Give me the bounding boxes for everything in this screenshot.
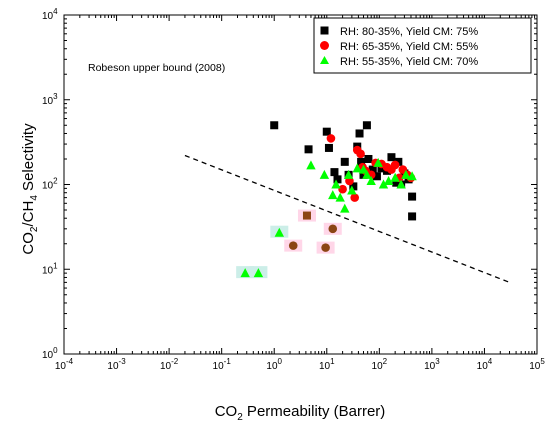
data-point-circle bbox=[356, 149, 365, 159]
y-tick-label: 102 bbox=[42, 177, 58, 192]
data-point-triangle bbox=[253, 268, 264, 278]
x-tick-label: 10-2 bbox=[160, 357, 179, 372]
data-point-square bbox=[359, 170, 368, 179]
data-point-circle bbox=[288, 241, 298, 250]
x-tick-label: 102 bbox=[372, 357, 388, 372]
data-point-triangle bbox=[407, 171, 417, 181]
data-point-triangle bbox=[373, 157, 383, 167]
x-tick-label: 100 bbox=[266, 357, 282, 372]
data-point-square bbox=[368, 165, 377, 174]
data-point-triangle bbox=[358, 164, 369, 174]
data-point-triangle bbox=[362, 169, 372, 179]
plot-frame bbox=[63, 14, 538, 355]
data-point-square bbox=[322, 127, 331, 136]
data-point-square bbox=[408, 212, 417, 221]
data-point-triangle bbox=[343, 169, 354, 179]
legend-label-0: RH: 80-35%, Yield CM: 75% bbox=[340, 26, 478, 38]
data-point-circle bbox=[390, 160, 400, 170]
x-tick-label: 10-3 bbox=[107, 357, 126, 372]
data-point-square bbox=[392, 178, 401, 187]
data-point-triangle bbox=[401, 169, 411, 179]
y-tick-label: 103 bbox=[42, 92, 58, 107]
data-point-circle bbox=[321, 243, 330, 252]
data-point-triangle bbox=[306, 160, 316, 170]
x-tick-label: 101 bbox=[319, 357, 335, 372]
legend-marker-circle bbox=[320, 41, 329, 50]
data-point-square bbox=[324, 143, 333, 152]
legend: RH: 80-35%, Yield CM: 75% RH: 65-35%, Yi… bbox=[313, 17, 532, 74]
data-point-square bbox=[302, 211, 311, 220]
legend-box bbox=[313, 17, 532, 74]
data-point-square bbox=[355, 129, 364, 138]
data-point-square bbox=[408, 192, 417, 201]
x-tick-label: 10-4 bbox=[55, 357, 74, 372]
legend-marker-triangle bbox=[320, 56, 329, 64]
data-point-triangle bbox=[328, 190, 338, 200]
data-point-triangle bbox=[331, 179, 341, 189]
data-point-triangle bbox=[366, 175, 376, 185]
x-tick-label: 103 bbox=[424, 357, 440, 372]
data-point-triangle bbox=[274, 227, 285, 237]
data-point-square bbox=[357, 157, 366, 166]
data-point-circle bbox=[350, 193, 360, 202]
data-point-square bbox=[340, 157, 349, 166]
bound-label: Robeson upper bound (2008) bbox=[88, 62, 225, 74]
data-point-circle bbox=[328, 224, 338, 234]
tick-labels: 10-4 10-3 10-2 10-1 100 101 102 103 104 105 100 101… bbox=[42, 7, 545, 372]
legend-label-1: RH: 65-35%, Yield CM: 55% bbox=[340, 41, 478, 53]
data-point-circle bbox=[338, 184, 347, 194]
data-point-square bbox=[364, 154, 373, 163]
x-tick-label: 105 bbox=[529, 357, 545, 372]
data-point-square bbox=[377, 164, 386, 173]
robeson-upper-bound-line bbox=[184, 154, 510, 283]
data-point-square bbox=[362, 121, 371, 130]
y-tick-label: 100 bbox=[42, 346, 58, 361]
data-point-triangle bbox=[352, 163, 362, 173]
data-points bbox=[236, 121, 417, 279]
data-point-square bbox=[372, 172, 381, 181]
y-axis-title: CO2/CH4 Selectivity bbox=[20, 123, 40, 255]
x-tick-label: 104 bbox=[477, 357, 493, 372]
data-point-triangle bbox=[335, 192, 345, 202]
data-point-triangle bbox=[378, 179, 389, 189]
data-point-triangle bbox=[240, 268, 250, 278]
data-point-square bbox=[387, 153, 396, 162]
legend-marker-square bbox=[320, 26, 329, 35]
data-point-triangle bbox=[383, 175, 394, 185]
x-axis-title: CO2 Permeability (Barrer) bbox=[215, 403, 386, 423]
data-point-square bbox=[270, 121, 279, 130]
x-tick-label: 10-1 bbox=[213, 357, 232, 372]
data-point-square bbox=[394, 157, 403, 166]
y-tick-label: 104 bbox=[42, 7, 58, 22]
legend-label-2: RH: 55-35%, Yield CM: 70% bbox=[340, 56, 478, 68]
data-point-square bbox=[333, 175, 342, 184]
data-point-triangle bbox=[347, 185, 357, 195]
data-point-triangle bbox=[396, 179, 406, 189]
data-point-triangle bbox=[390, 172, 400, 182]
data-point-circle bbox=[326, 134, 336, 143]
upper-bound-line bbox=[184, 154, 510, 283]
data-point-square bbox=[330, 168, 339, 177]
data-point-square bbox=[304, 145, 313, 154]
y-tick-label: 101 bbox=[42, 261, 58, 276]
data-point-triangle bbox=[340, 203, 350, 213]
data-point-square bbox=[349, 182, 358, 191]
data-point-triangle bbox=[319, 169, 330, 179]
